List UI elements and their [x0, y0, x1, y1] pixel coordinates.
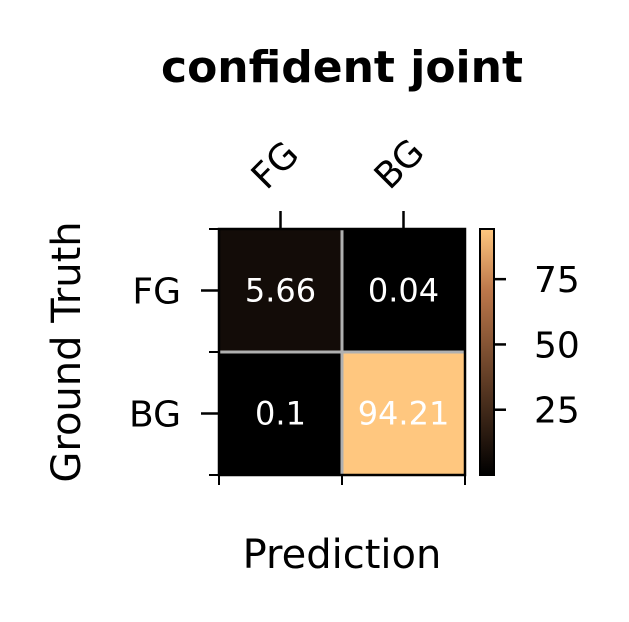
heatmap-cell-1-0	[219, 352, 342, 475]
cell-value-label-1-0: 0.1	[255, 395, 306, 433]
heatmap-cell-0-0	[219, 229, 342, 352]
cell-value-label-0-1: 0.04	[368, 272, 439, 310]
colorbar-ticks: 25 50 75	[494, 260, 580, 432]
heatmap-cell-1-1	[342, 352, 465, 475]
x-tick-label-1: BG	[367, 132, 433, 198]
heatmap-grid	[219, 229, 465, 475]
y-axis-label: Ground Truth	[44, 221, 90, 482]
colorbar-tick-label-1: 50	[534, 325, 580, 366]
x-tick-label-0: FG	[244, 134, 307, 197]
cell-value-label-1-1: 94.21	[358, 395, 450, 433]
y-axis-ticks: FG BG	[129, 228, 219, 476]
colorbar	[479, 228, 495, 476]
colorbar-tick-label-0: 25	[534, 391, 580, 432]
y-tick-label-1: BG	[129, 395, 181, 436]
chart-title: confident joint	[161, 42, 523, 93]
heatmap-cells: 5.66 0.04 0.1 94.21	[219, 229, 465, 475]
cell-value-label-0-0: 5.66	[245, 272, 316, 310]
colorbar-tick-label-2: 75	[534, 260, 580, 301]
y-tick-label-0: FG	[132, 272, 181, 313]
heatmap-cell-0-1	[342, 229, 465, 352]
x-axis-label: Prediction	[243, 532, 442, 578]
